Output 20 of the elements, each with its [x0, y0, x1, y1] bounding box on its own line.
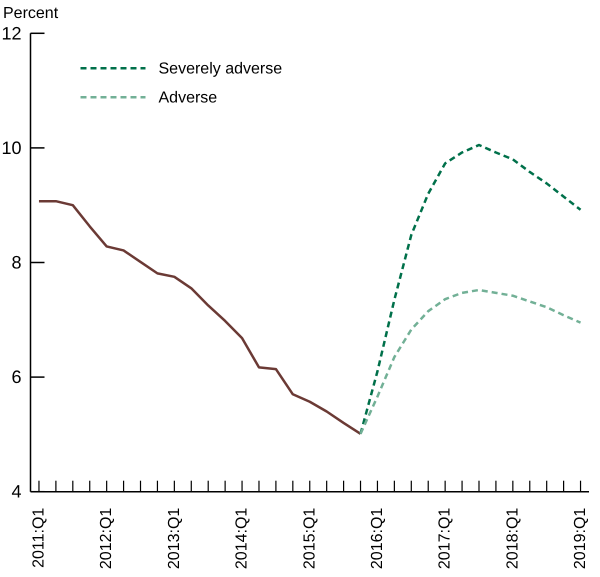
legend-label: Severely adverse: [158, 60, 282, 77]
y-tick-label: 4: [11, 482, 22, 502]
x-tick-label: 2017:Q1: [436, 508, 454, 570]
x-tick-label: 2013:Q1: [166, 508, 183, 570]
line-series: [38, 200, 362, 436]
x-tick-label: 2014:Q1: [234, 508, 251, 570]
y-tick-label: 12: [1, 23, 22, 44]
x-tick-label: 2011:Q1: [30, 508, 48, 568]
x-tick-label: 2018:Q1: [504, 508, 522, 570]
x-tick-label: 2015:Q1: [301, 508, 318, 570]
x-tick-label: 2019:Q1: [572, 508, 590, 570]
legend-label: Adverse: [158, 88, 218, 106]
line-series: [359, 144, 582, 436]
x-tick-label: 2016:Q1: [368, 508, 386, 570]
line-series: [359, 288, 582, 436]
x-tick-label: 2012:Q1: [98, 508, 116, 570]
y-tick-label: 6: [11, 367, 22, 388]
y-tick-label: 10: [1, 138, 22, 158]
y-axis-title: Percent: [3, 5, 59, 22]
y-tick-label: 8: [11, 252, 22, 272]
